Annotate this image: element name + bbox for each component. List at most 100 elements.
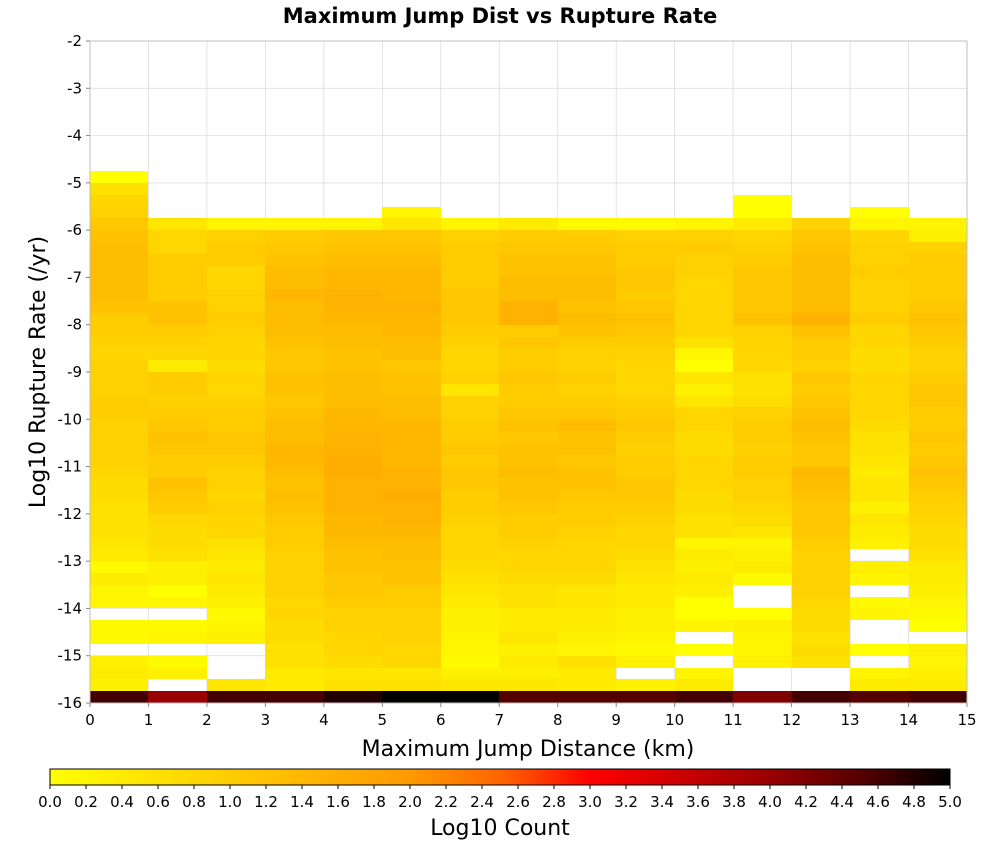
heatmap-cell [616, 679, 675, 691]
heatmap-cell [616, 337, 675, 348]
heatmap-cell [90, 360, 148, 372]
heatmap-cell [733, 490, 792, 502]
heatmap-cell [850, 419, 909, 431]
colorbar-tick-label: 3.8 [722, 793, 746, 811]
heatmap-cell [616, 407, 675, 419]
x-tick-label: 14 [899, 711, 918, 729]
heatmap-cell [850, 348, 909, 360]
heatmap-cell [558, 514, 616, 526]
heatmap-cell [207, 407, 265, 419]
heatmap-cell [909, 337, 967, 348]
heatmap-cell [324, 514, 382, 526]
heatmap-cell [733, 478, 792, 490]
heatmap-cell [148, 668, 207, 679]
heatmap-cell [792, 656, 850, 668]
heatmap-cell [616, 608, 675, 620]
heatmap-cell [558, 396, 616, 407]
heatmap-cell [90, 573, 148, 585]
heatmap-cell [382, 325, 441, 337]
heatmap-cell [792, 325, 850, 337]
heatmap-cell [441, 277, 499, 289]
heatmap-cell [675, 372, 733, 384]
heatmap-cell [499, 620, 558, 632]
heatmap-cell [207, 549, 265, 561]
colorbar-ticks: 0.0 0.2 0.4 0.6 0.8 1.0 1.2 1.4 1.6 1.8 2.0 2.2 2.4 2… [38, 785, 962, 811]
heatmap-cell [207, 526, 265, 538]
y-tick-label: -5 [67, 174, 82, 192]
heatmap-cell [499, 431, 558, 443]
heatmap-cell [90, 337, 148, 348]
heatmap-cell [909, 478, 967, 490]
heatmap-cell [441, 384, 499, 396]
heatmap-cell [558, 289, 616, 301]
colorbar-tick-label: 5.0 [938, 793, 962, 811]
heatmap-cell [90, 431, 148, 443]
heatmap-cell [441, 691, 499, 703]
heatmap-cell [382, 679, 441, 691]
heatmap-cell [265, 443, 324, 455]
heatmap-cell [499, 372, 558, 384]
heatmap-cell [558, 218, 616, 230]
heatmap-cell [148, 656, 207, 668]
heatmap-cell [850, 455, 909, 467]
heatmap-cell [675, 608, 733, 620]
x-tick-label: 7 [494, 711, 504, 729]
colorbar-tick-label: 4.4 [830, 793, 854, 811]
heatmap-cell [207, 242, 265, 254]
heatmap-cell [792, 514, 850, 526]
colorbar-tick-label: 2.2 [434, 793, 458, 811]
heatmap-cell [733, 348, 792, 360]
heatmap-cell [675, 407, 733, 419]
heatmap-cell [499, 597, 558, 608]
heatmap-cell [324, 620, 382, 632]
heatmap-cell [792, 526, 850, 538]
heatmap-cell [499, 443, 558, 455]
heatmap-cell [792, 230, 850, 242]
heatmap-cell [909, 679, 967, 691]
heatmap-cell [265, 549, 324, 561]
heatmap-cell [675, 348, 733, 360]
heatmap-cell [148, 620, 207, 632]
heatmap-cell [909, 348, 967, 360]
heatmap-cell [207, 266, 265, 277]
heatmap-cell [675, 502, 733, 514]
heatmap-cell [792, 443, 850, 455]
heatmap-cell [675, 691, 733, 703]
heatmap-cell [909, 573, 967, 585]
heatmap-cell [324, 230, 382, 242]
heatmap-cell [382, 608, 441, 620]
x-tick-label: 15 [957, 711, 976, 729]
heatmap-cell [324, 597, 382, 608]
heatmap-cell [675, 301, 733, 313]
heatmap-cell [265, 632, 324, 644]
colorbar-tick-label: 1.2 [254, 793, 278, 811]
heatmap-cell [909, 620, 967, 632]
heatmap-cell [324, 561, 382, 573]
heatmap-cell [792, 337, 850, 348]
heatmap-cell [324, 608, 382, 620]
heatmap-cell [265, 691, 324, 703]
heatmap-cell [499, 325, 558, 337]
heatmap-cell [382, 419, 441, 431]
colorbar-tick-label: 0.8 [182, 793, 206, 811]
y-tick-label: -15 [58, 647, 83, 665]
x-tick-label: 3 [261, 711, 271, 729]
heatmap-cell [441, 644, 499, 656]
heatmap-cell [90, 242, 148, 254]
y-tick-label: -7 [67, 268, 82, 286]
heatmap-cell [207, 620, 265, 632]
heatmap-cell [733, 254, 792, 266]
heatmap-cell [265, 348, 324, 360]
heatmap-cell [499, 348, 558, 360]
heatmap-cell [909, 384, 967, 396]
heatmap-cell [558, 266, 616, 277]
heatmap-cell [850, 207, 909, 218]
heatmap-cell [850, 490, 909, 502]
heatmap-cell [792, 348, 850, 360]
heatmap-cell [265, 396, 324, 407]
heatmap-cell [850, 396, 909, 407]
heatmap-cell [616, 644, 675, 656]
heatmap-cell [148, 360, 207, 372]
heatmap-cell [558, 348, 616, 360]
heatmap-cell [265, 668, 324, 679]
